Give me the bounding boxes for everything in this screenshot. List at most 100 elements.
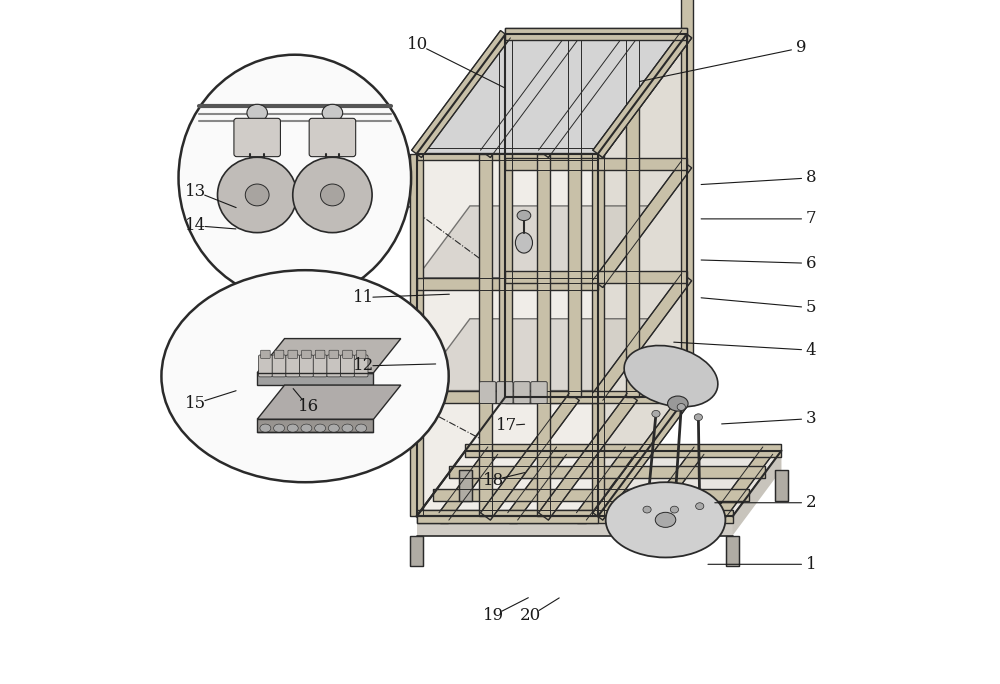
- Polygon shape: [568, 34, 581, 397]
- Polygon shape: [505, 391, 687, 403]
- Ellipse shape: [315, 424, 326, 432]
- Ellipse shape: [179, 55, 411, 301]
- Ellipse shape: [301, 424, 312, 432]
- Ellipse shape: [218, 157, 297, 233]
- Text: 8: 8: [806, 170, 817, 186]
- Polygon shape: [505, 28, 687, 40]
- Ellipse shape: [356, 424, 367, 432]
- Polygon shape: [714, 447, 773, 520]
- Polygon shape: [417, 206, 651, 278]
- Text: 10: 10: [407, 36, 429, 53]
- Polygon shape: [417, 510, 598, 523]
- Polygon shape: [433, 488, 749, 501]
- Polygon shape: [439, 447, 498, 520]
- Ellipse shape: [247, 104, 267, 122]
- FancyBboxPatch shape: [354, 355, 368, 377]
- Polygon shape: [417, 391, 598, 403]
- Text: 5: 5: [806, 300, 816, 316]
- Text: 13: 13: [185, 183, 206, 200]
- Polygon shape: [593, 161, 692, 287]
- Polygon shape: [417, 451, 781, 516]
- Polygon shape: [417, 154, 598, 516]
- Ellipse shape: [322, 104, 343, 122]
- Polygon shape: [593, 274, 692, 400]
- Ellipse shape: [321, 184, 344, 206]
- Polygon shape: [410, 154, 423, 516]
- Polygon shape: [576, 447, 635, 520]
- FancyBboxPatch shape: [343, 350, 352, 358]
- Polygon shape: [509, 510, 517, 523]
- Polygon shape: [417, 34, 687, 154]
- Text: 11: 11: [353, 289, 374, 306]
- Polygon shape: [598, 34, 687, 516]
- Text: 9: 9: [796, 40, 806, 56]
- Polygon shape: [646, 510, 654, 523]
- Polygon shape: [537, 154, 550, 516]
- Ellipse shape: [274, 424, 285, 432]
- FancyBboxPatch shape: [514, 382, 530, 404]
- Ellipse shape: [293, 157, 372, 233]
- FancyBboxPatch shape: [531, 382, 547, 404]
- Ellipse shape: [694, 414, 702, 421]
- Ellipse shape: [643, 506, 651, 513]
- Polygon shape: [257, 385, 401, 419]
- FancyBboxPatch shape: [313, 355, 327, 377]
- Text: 6: 6: [806, 255, 816, 272]
- Polygon shape: [505, 271, 687, 283]
- Text: 3: 3: [806, 410, 817, 427]
- Text: 12: 12: [353, 358, 374, 374]
- FancyBboxPatch shape: [234, 118, 280, 157]
- Polygon shape: [626, 34, 639, 397]
- Ellipse shape: [606, 482, 725, 557]
- Polygon shape: [440, 510, 448, 523]
- FancyBboxPatch shape: [261, 350, 270, 358]
- Ellipse shape: [287, 424, 298, 432]
- Polygon shape: [577, 510, 586, 523]
- Ellipse shape: [245, 184, 269, 206]
- Text: 16: 16: [298, 399, 319, 415]
- FancyBboxPatch shape: [288, 350, 298, 358]
- Ellipse shape: [260, 424, 271, 432]
- FancyBboxPatch shape: [479, 382, 496, 404]
- Polygon shape: [417, 148, 598, 160]
- FancyBboxPatch shape: [286, 355, 300, 377]
- FancyBboxPatch shape: [300, 355, 313, 377]
- Polygon shape: [538, 393, 637, 520]
- Ellipse shape: [161, 270, 449, 482]
- Ellipse shape: [696, 503, 704, 510]
- FancyBboxPatch shape: [272, 355, 286, 377]
- Text: 17: 17: [496, 417, 517, 434]
- Ellipse shape: [624, 345, 718, 407]
- FancyBboxPatch shape: [329, 350, 339, 358]
- Polygon shape: [681, 0, 693, 397]
- Text: 7: 7: [806, 211, 817, 227]
- Polygon shape: [593, 31, 692, 157]
- Polygon shape: [465, 445, 781, 457]
- Polygon shape: [257, 419, 373, 432]
- Polygon shape: [538, 31, 637, 157]
- Text: 4: 4: [806, 342, 817, 358]
- Ellipse shape: [670, 506, 679, 513]
- Polygon shape: [417, 278, 598, 290]
- Ellipse shape: [655, 512, 676, 527]
- Ellipse shape: [677, 404, 685, 410]
- Polygon shape: [505, 158, 687, 170]
- Polygon shape: [733, 451, 781, 536]
- Polygon shape: [593, 31, 692, 157]
- Ellipse shape: [342, 424, 353, 432]
- Polygon shape: [775, 470, 788, 501]
- Polygon shape: [499, 34, 512, 397]
- Text: 14: 14: [185, 218, 206, 234]
- Text: 20: 20: [520, 607, 541, 624]
- Text: 19: 19: [483, 607, 504, 624]
- Polygon shape: [479, 154, 492, 516]
- Ellipse shape: [668, 396, 688, 411]
- Polygon shape: [417, 516, 733, 536]
- Ellipse shape: [328, 424, 339, 432]
- Ellipse shape: [652, 410, 660, 417]
- FancyBboxPatch shape: [302, 350, 311, 358]
- Polygon shape: [505, 28, 687, 40]
- Polygon shape: [592, 154, 604, 516]
- Polygon shape: [715, 510, 723, 523]
- Polygon shape: [417, 319, 651, 391]
